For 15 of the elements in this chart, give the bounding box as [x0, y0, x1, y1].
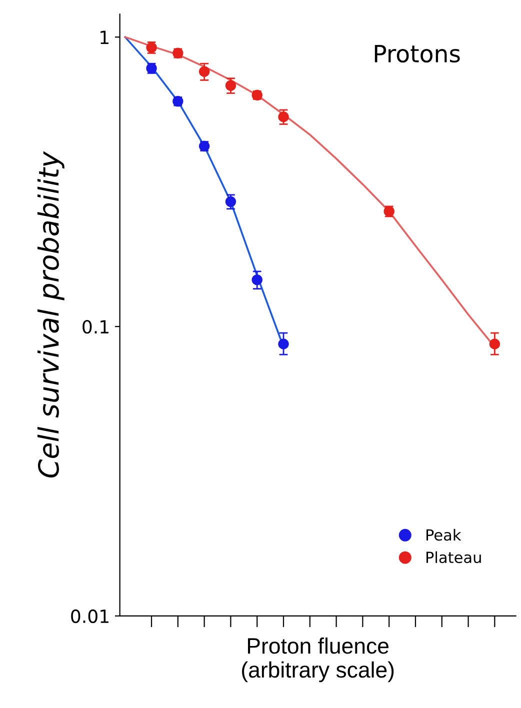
legend-label: Plateau [426, 551, 481, 564]
legend-label: Peak [426, 528, 462, 541]
annotation: Protons [374, 44, 460, 63]
point [252, 274, 262, 286]
y-tick-label: 0.1 [82, 320, 108, 334]
x-axis-title: Proton fluence (arbitrary scale) [242, 637, 394, 682]
point [278, 338, 289, 350]
y-axis-title: Cell survival probability [37, 151, 64, 478]
point [225, 80, 236, 91]
y-tick-label: 0.01 [71, 609, 108, 624]
y-tick-label: 1 [100, 30, 108, 44]
point [278, 112, 289, 122]
point [225, 196, 236, 208]
point [489, 338, 500, 350]
point [198, 66, 210, 77]
